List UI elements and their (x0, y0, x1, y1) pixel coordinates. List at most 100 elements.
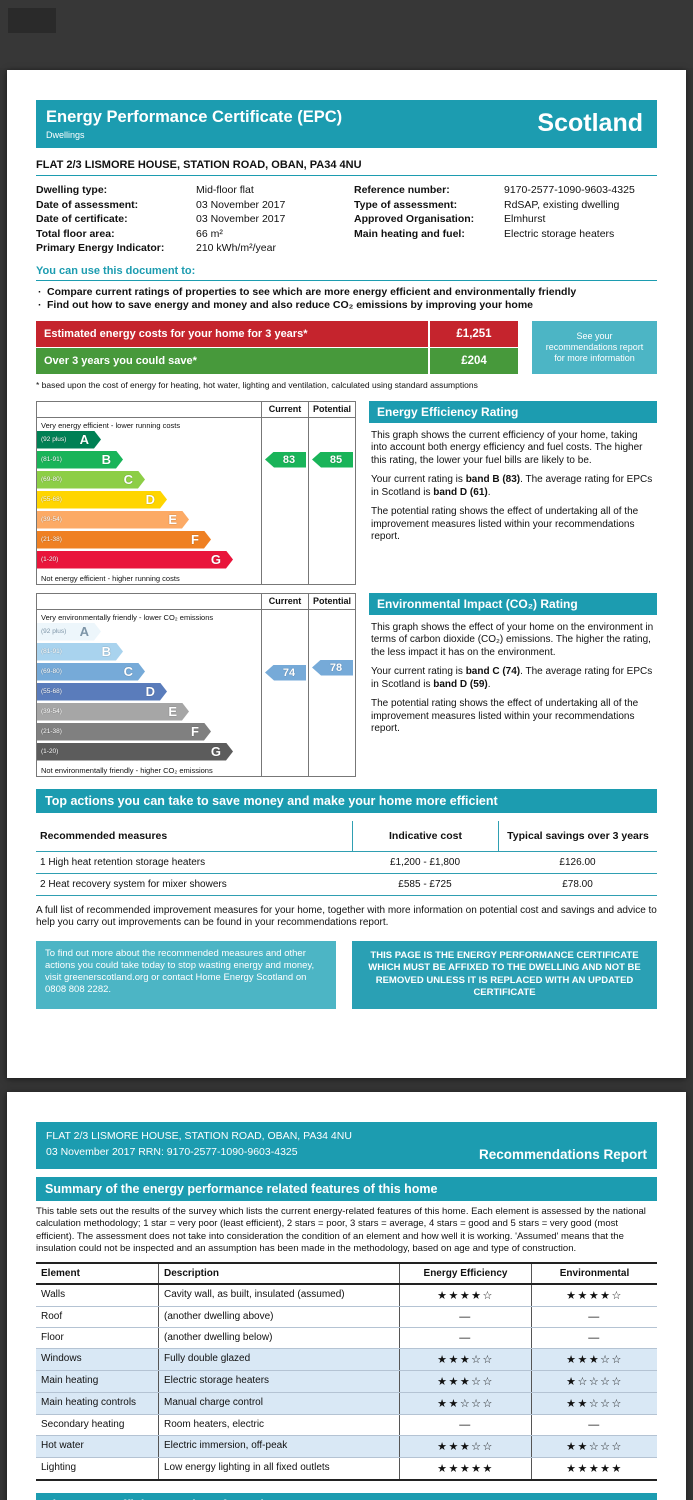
band-b: (81-91) B (37, 451, 123, 469)
feature-row: Windows Fully double glazed ★★★☆☆ ★★★☆☆ (36, 1348, 657, 1371)
band-c: (69-80) C (37, 471, 145, 489)
detail-label: Dwelling type: (36, 184, 108, 196)
band-e: (39-54) E (37, 703, 189, 721)
environmental-rating-current: Your current rating is band C (74). The … (369, 666, 657, 691)
feature-environmental-rating: ★★★★☆ (531, 1284, 657, 1306)
band-letter: E (168, 512, 177, 527)
info-boxes: To find out more about the recommended m… (36, 940, 657, 1009)
average-band-value: band D (61) (433, 486, 488, 498)
chart-top-label: Very environmentally friendly - lower CO… (41, 612, 214, 622)
band-e: (39-54) E (37, 511, 189, 529)
band-range: (55-68) (41, 496, 62, 503)
environmental-impact-chart: Current Potential Very environmentally f… (36, 592, 356, 777)
feature-element: Lighting (41, 1461, 77, 1473)
measure-row: 1 High heat retention storage heaters £1… (36, 852, 657, 874)
environmental-rating-panel-title: Environmental Impact (CO₂) Rating (369, 592, 657, 615)
text-part: . The average rating for EPCs in Scotlan… (371, 474, 653, 498)
detail-label: Type of assessment: (354, 198, 458, 211)
certificate-subtitle: Dwellings (46, 129, 85, 140)
band-range: (55-68) (41, 688, 62, 695)
energy-rating-current: Your current rating is band B (83). The … (369, 474, 657, 499)
feature-row: Secondary heating Room heaters, electric… (36, 1414, 657, 1436)
features-header-environmental: Environmental (531, 1263, 657, 1283)
estimated-costs-value: £1,251 (430, 320, 518, 347)
feature-element: Roof (41, 1310, 63, 1322)
energy-rating-description: This graph shows the current efficiency … (371, 429, 643, 466)
feature-row: Roof (another dwelling above) — — (36, 1306, 657, 1328)
current-rating-column: 83 (261, 417, 308, 584)
average-band-value: band D (59) (433, 678, 488, 690)
measure-row: 2 Heat recovery system for mixer showers… (36, 874, 657, 896)
current-column-header: Current (261, 593, 308, 610)
certificate-header: Energy Performance Certificate (EPC) Dwe… (36, 100, 657, 148)
band-c: (69-80) C (37, 663, 145, 681)
recommended-measures-table: Recommended measures Indicative cost Typ… (36, 820, 657, 896)
chart-corner (37, 402, 261, 418)
text-part: . (487, 486, 491, 498)
feature-element: Floor (41, 1331, 64, 1343)
potential-rating-tag: 78 (312, 659, 353, 676)
chart-top-label: Very energy efficient - lower running co… (41, 420, 181, 430)
feature-environmental-rating: ★☆☆☆☆ (531, 1370, 657, 1392)
cost-footnote: * based upon the cost of energy for heat… (36, 379, 478, 390)
text-part: . The average rating for EPCs in Scotlan… (371, 666, 653, 690)
band-range: (92 plus) (41, 436, 67, 443)
feature-element: Main heating (41, 1374, 99, 1386)
band-range: (92 plus) (41, 628, 67, 635)
band-g: (1-20) G (37, 551, 233, 569)
detail-row: Dwelling type: Mid-floor flat (36, 183, 354, 198)
use-document-bullet: Find out how to save energy and money an… (36, 299, 657, 313)
band-letter: C (123, 472, 133, 487)
measures-header-row: Recommended measures Indicative cost Typ… (36, 820, 657, 852)
summary-heading: Summary of the energy performance relate… (36, 1177, 657, 1201)
potential-rating-column: 85 (308, 417, 355, 584)
detail-label: Main heating and fuel: (354, 227, 465, 240)
detail-value: RdSAP, existing dwelling (504, 198, 620, 211)
feature-environmental-rating: — (531, 1306, 657, 1327)
band-letter: G (210, 552, 221, 567)
band-d: (55-68) D (37, 491, 167, 509)
epc-page-1: Energy Performance Certificate (EPC) Dwe… (7, 70, 686, 1078)
features-header-row: Element Description Energy Efficiency En… (36, 1263, 657, 1285)
feature-row: Hot water Electric immersion, off-peak ★… (36, 1435, 657, 1458)
feature-environmental-rating: ★★☆☆☆ (531, 1392, 657, 1414)
energy-efficiency-rating-heading: The energy efficiency rating of your hom… (36, 1492, 657, 1500)
property-details: Dwelling type: Mid-floor flat Date of ass… (36, 183, 657, 256)
report-date-rrn: 03 November 2017 RRN: 9170-2577-1090-960… (46, 1146, 298, 1158)
recommendations-report-page: FLAT 2/3 LISMORE HOUSE, STATION ROAD, OB… (7, 1092, 686, 1500)
details-right-column: Reference number: 9170-2577-1090-9603-432… (354, 183, 657, 256)
current-column-header: Current (261, 401, 308, 418)
band-range: (1-20) (41, 748, 59, 755)
feature-energy-rating: ★★★☆☆ (399, 1370, 531, 1392)
detail-value: 66 m² (196, 227, 223, 240)
details-left-column: Dwelling type: Mid-floor flat Date of ass… (36, 183, 354, 256)
feature-energy-rating: — (399, 1414, 531, 1435)
region-label: Scotland (537, 109, 643, 137)
certificate-affix-notice-box: THIS PAGE IS THE ENERGY PERFORMANCE CERT… (352, 940, 657, 1009)
band-letter: B (101, 644, 111, 659)
detail-value: 9170-2577-1090-9603-4325 (504, 184, 635, 196)
text-part: Your current rating is (371, 666, 466, 677)
detail-row: Main heating and fuel: Electric storage h… (354, 227, 657, 242)
detail-row: Date of certificate: 03 November 2017 (36, 212, 354, 227)
feature-row: Main heating controls Manual charge cont… (36, 1392, 657, 1415)
measures-header-savings: Typical savings over 3 years (498, 820, 657, 851)
feature-description: (another dwelling below) (158, 1327, 399, 1348)
current-band-value: band B (83) (465, 474, 521, 485)
band-letter: C (123, 664, 133, 679)
energy-rating-panel: Energy Efficiency Rating This graph show… (369, 400, 657, 585)
band-letter: F (191, 724, 199, 739)
band-range: (81-91) (41, 456, 62, 463)
detail-row: Approved Organisation: Elmhurst (354, 212, 657, 227)
feature-environmental-rating: ★★★★★ (531, 1457, 657, 1479)
band-g: (1-20) G (37, 743, 233, 761)
feature-row: Floor (another dwelling below) — — (36, 1327, 657, 1349)
features-header-element: Element (41, 1267, 80, 1279)
certificate-title-block: Energy Performance Certificate (EPC) Dwe… (46, 108, 342, 140)
band-f: (21-38) F (37, 723, 211, 741)
energy-costs-summary: Estimated energy costs for your home for… (36, 320, 657, 375)
feature-description: Cavity wall, as built, insulated (assume… (158, 1284, 399, 1306)
detail-row: Date of assessment: 03 November 2017 (36, 198, 354, 213)
features-table: Element Description Energy Efficiency En… (36, 1261, 657, 1481)
energy-rating-section: Current Potential Very energy efficient … (36, 400, 657, 585)
